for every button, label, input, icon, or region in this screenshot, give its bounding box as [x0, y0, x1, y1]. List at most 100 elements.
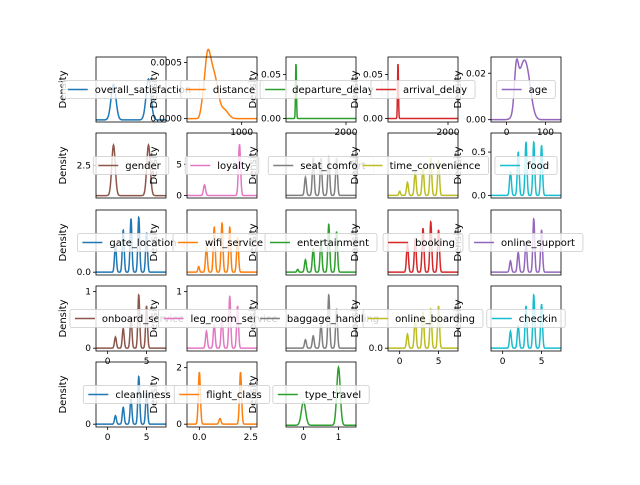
y-tick-label: 0.05: [261, 71, 281, 81]
legend-box: [370, 80, 476, 99]
y-tick-label: 2: [176, 364, 182, 374]
y-tick-label: 0.0005: [151, 59, 183, 69]
legend-age: age: [496, 80, 556, 99]
legend-label: wifi_service: [205, 238, 263, 249]
x-tick-label: 1: [336, 433, 342, 443]
legend-label: loyalty: [217, 161, 251, 172]
y-tick-label: 0: [176, 420, 182, 430]
legend-distance: distance: [180, 80, 264, 99]
y-tick-label: 0.00: [363, 114, 383, 124]
legend-box: [496, 80, 556, 99]
legend-box: [362, 309, 484, 328]
legend-box: [486, 309, 566, 328]
legend-box: [184, 156, 260, 175]
y-axis-label: Density: [58, 299, 69, 337]
y-axis-label: Density: [58, 223, 69, 261]
legend-label: leg_room_service: [191, 314, 278, 325]
density-line-loyalty: [187, 144, 257, 197]
x-tick-label: 5: [436, 357, 442, 367]
legend-label: arrival_delay: [403, 85, 467, 96]
legend-gender: gender: [92, 156, 170, 175]
legend-wifi_service: wifi_service: [172, 233, 272, 252]
legend-arrival_delay: arrival_delay: [370, 80, 476, 99]
density-line-flight_class: [187, 371, 257, 425]
density-line-overall_satisfaction: [96, 77, 166, 121]
legend-label: gate_location: [109, 238, 176, 249]
legend-label: type_travel: [305, 390, 361, 401]
legend-label: online_support: [501, 238, 575, 249]
legend-label: baggage_handling: [287, 314, 379, 325]
y-tick-label: 0.0: [472, 191, 487, 201]
legend-online_boarding: online_boarding: [362, 309, 484, 328]
legend-time_convenience: time_convenience: [357, 156, 489, 175]
legend-departure_delay: departure_delay: [259, 80, 383, 99]
legend-box: [468, 233, 584, 252]
legend-box: [173, 385, 271, 404]
y-tick-label: 0.0: [77, 268, 92, 278]
legend-box: [494, 156, 558, 175]
density-line-departure_delay: [286, 63, 356, 120]
x-tick-label: 0: [301, 433, 307, 443]
legend-label: overall_satisfaction: [95, 85, 192, 96]
y-tick-label: 5: [176, 160, 182, 170]
legend-label: checkin: [519, 314, 557, 325]
legend-type_travel: type_travel: [272, 385, 370, 404]
y-tick-label: 0.02: [466, 69, 486, 79]
x-tick-label: 0: [500, 357, 506, 367]
legend-label: entertainment: [297, 238, 369, 249]
density-line-distance: [187, 48, 257, 120]
legend-online_support: online_support: [468, 233, 584, 252]
y-tick-label: 2.5: [77, 162, 91, 172]
y-tick-label: 0.0: [369, 344, 384, 354]
density-line-food: [491, 140, 561, 197]
legend-label: time_convenience: [390, 161, 481, 172]
legend-label: gender: [125, 161, 161, 172]
legend-box: [357, 156, 489, 175]
legend-label: online_boarding: [395, 314, 475, 325]
x-tick-label: 0: [397, 357, 403, 367]
density-line-type_travel: [286, 364, 356, 426]
density-line-arrival_delay: [388, 63, 458, 120]
x-tick-label: 0: [105, 433, 111, 443]
legend-loyalty: loyalty: [184, 156, 260, 175]
legend-box: [92, 156, 170, 175]
axes-frame: [490, 132, 562, 199]
legend-label: distance: [213, 85, 255, 96]
y-tick-label: 0.5: [472, 148, 486, 158]
x-tick-label: 5: [144, 433, 150, 443]
legend-label: departure_delay: [292, 85, 374, 96]
legend-checkin: checkin: [486, 309, 566, 328]
y-axis-label: Density: [58, 146, 69, 184]
legend-overall_satisfaction: overall_satisfaction: [62, 80, 200, 99]
legend-entertainment: entertainment: [264, 233, 378, 252]
y-axis-label: Density: [58, 375, 69, 413]
legend-booking: booking: [382, 233, 464, 252]
legend-label: flight_class: [206, 390, 262, 401]
density-line-gate_location: [96, 215, 166, 273]
y-tick-label: 0.00: [466, 116, 486, 126]
legend-cleanliness: cleanliness: [82, 385, 180, 404]
legend-label: booking: [415, 238, 455, 249]
y-tick-label: 1: [176, 288, 182, 298]
density-line-age: [491, 58, 561, 121]
legend-label: cleanliness: [115, 390, 170, 401]
y-tick-label: 0: [85, 420, 91, 430]
density-line-gender: [96, 142, 166, 197]
y-tick-label: 0: [176, 192, 182, 202]
legend-label: age: [529, 85, 548, 96]
density-line-wifi_service: [187, 222, 257, 273]
y-tick-label: 0.05: [363, 71, 383, 81]
y-tick-label: 0.0000: [151, 115, 183, 125]
density-line-booking: [388, 220, 458, 273]
legend-label: seat_comfort: [300, 161, 366, 172]
density-line-checkin: [491, 293, 561, 349]
legend-box: [264, 233, 378, 252]
legend-box: [382, 233, 464, 252]
legend-label: food: [527, 161, 549, 172]
x-tick-label: 0.0: [192, 433, 207, 443]
legend-box: [272, 385, 370, 404]
legend-food: food: [494, 156, 558, 175]
y-tick-label: 0: [85, 344, 91, 354]
